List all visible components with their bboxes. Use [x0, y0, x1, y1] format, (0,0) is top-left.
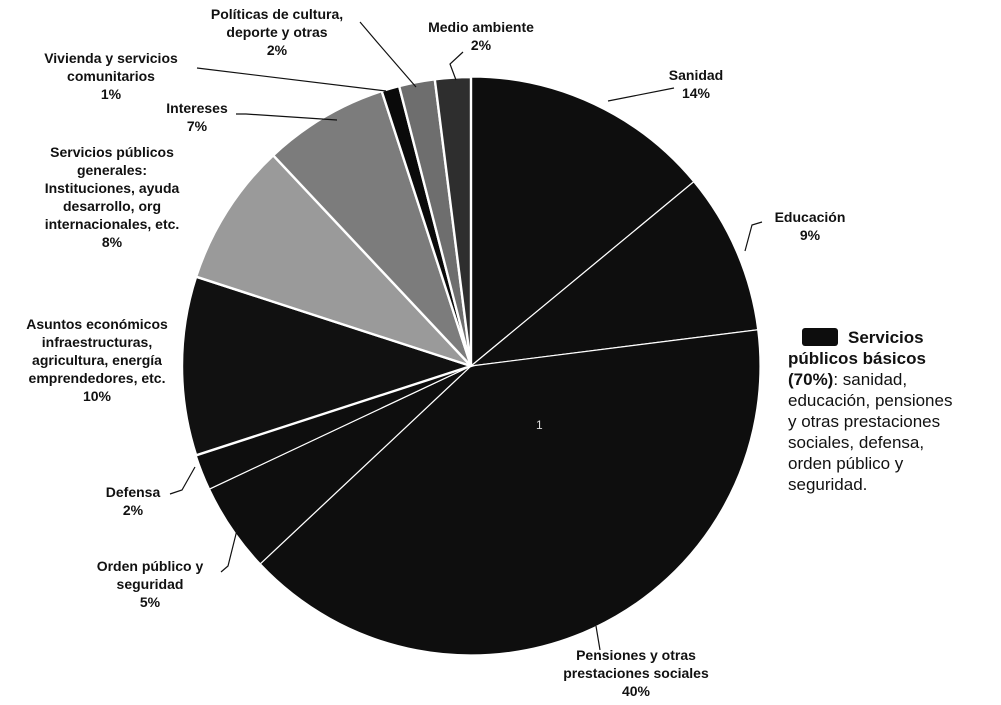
slice-label-line: 10%: [83, 388, 112, 404]
center-mark: 1: [536, 418, 543, 432]
slice-label-line: 2%: [471, 37, 492, 53]
slice-label-educacion: Educación 9%: [775, 209, 846, 243]
leader-line-vivienda: [196, 67, 387, 92]
slice-label-line: Vivienda y servicios: [44, 50, 178, 66]
leader-line-cultura: [359, 21, 417, 88]
legend-desc-line-5: seguridad.: [788, 475, 868, 494]
slice-label-line: Medio ambiente: [428, 19, 534, 35]
slice-label-line: infraestructuras,: [42, 334, 152, 350]
legend-desc-first: : sanidad,: [833, 370, 908, 389]
slice-label-defensa: Defensa 2%: [106, 484, 161, 518]
slice-label-line: Pensiones y otras: [576, 647, 696, 663]
slice-label-line: internacionales, etc.: [45, 216, 180, 232]
slice-label-line: 8%: [102, 234, 123, 250]
slice-label-line: prestaciones sociales: [563, 665, 709, 681]
slice-label-line: Asuntos económicos: [26, 316, 168, 332]
pie-slice-medio: [433, 75, 473, 367]
slice-label-line: 7%: [187, 118, 208, 134]
legend-desc-line-2: y otras prestaciones: [788, 412, 941, 431]
pie-slice-servicios: [194, 153, 472, 368]
slice-label-cultura: Políticas de cultura, deporte y otras 2%: [211, 6, 343, 58]
slice-label-orden: Orden público y seguridad 5%: [97, 558, 204, 610]
slice-label-line: 5%: [140, 594, 161, 610]
legend-desc-line-1: educación, pensiones: [788, 391, 953, 410]
leader-line-sanidad: [607, 87, 675, 102]
slice-label-line: 1%: [101, 86, 122, 102]
slice-label-line: seguridad: [117, 576, 184, 592]
legend-pct: (70%): [788, 370, 834, 389]
leader-line-educacion: [744, 221, 763, 252]
slice-label-line: Servicios públicos: [50, 144, 174, 160]
slice-label-pensiones: Pensiones y otras prestaciones sociales 40…: [563, 647, 709, 699]
slice-label-line: emprendedores, etc.: [29, 370, 166, 386]
slice-label-asuntos: Asuntos económicos infraestructuras, agric…: [26, 316, 168, 404]
legend-desc-line-3: sociales, defensa,: [788, 433, 925, 452]
legend: Servicios públicos básicos (70%): sanida…: [788, 327, 1001, 495]
pie-slices: [180, 75, 761, 656]
slice-label-servicios: Servicios públicos generales: Institucione…: [45, 144, 180, 250]
leader-line-intereses: [236, 113, 338, 121]
slice-label-line: Orden público y: [97, 558, 204, 574]
legend-title-line-1: Servicios: [848, 328, 924, 347]
slice-label-line: comunitarios: [67, 68, 155, 84]
slice-label-line: Instituciones, ayuda: [45, 180, 180, 196]
legend-desc-line-4: orden público y: [788, 454, 904, 473]
slice-label-medio: Medio ambiente 2%: [428, 19, 534, 53]
slice-label-line: Sanidad: [669, 67, 723, 83]
legend-title-line-2: públicos básicos: [788, 349, 926, 368]
slice-label-sanidad: Sanidad 14%: [669, 67, 723, 101]
slice-label-line: Políticas de cultura,: [211, 6, 343, 22]
slice-label-line: 2%: [123, 502, 144, 518]
slice-label-line: generales:: [77, 162, 147, 178]
legend-swatch: [802, 328, 838, 346]
pie-slice-asuntos: [180, 275, 475, 457]
slice-label-line: Educación: [775, 209, 846, 225]
leader-line-pensiones: [595, 625, 601, 651]
leader-line-defensa: [169, 466, 196, 495]
slice-label-line: 40%: [622, 683, 651, 699]
slice-label-vivienda: Vivienda y servicios comunitarios 1%: [44, 50, 178, 102]
pie-slice-sanidad: [470, 76, 695, 368]
leader-line-medio: [449, 51, 464, 81]
slice-label-line: 14%: [682, 85, 711, 101]
pie-slice-educacion: [469, 180, 759, 367]
slice-label-intereses: Intereses 7%: [166, 100, 228, 134]
slice-label-line: Intereses: [166, 100, 228, 116]
pie-slice-intereses: [271, 89, 473, 367]
slice-label-line: 2%: [267, 42, 288, 58]
slice-label-line: desarrollo, org: [63, 198, 161, 214]
slice-label-line: agricultura, energía: [32, 352, 162, 368]
slice-label-line: Defensa: [106, 484, 161, 500]
leader-line-orden: [220, 525, 239, 573]
slice-label-line: deporte y otras: [226, 24, 327, 40]
pie-slice-pensiones: [259, 329, 761, 656]
slice-label-line: 9%: [800, 227, 821, 243]
